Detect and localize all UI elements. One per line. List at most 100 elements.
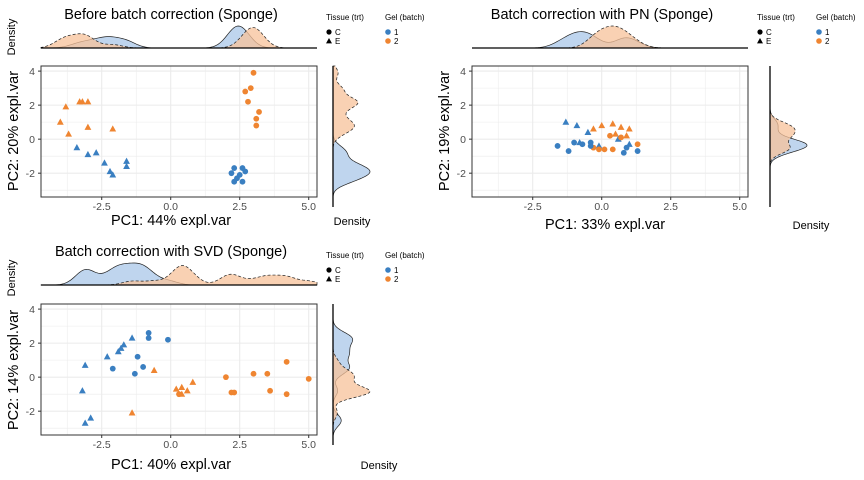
legend-gel-dot-icon [816, 29, 822, 35]
chart-title: Before batch correction (Sponge) [64, 7, 278, 23]
legend-gel-dot-icon [385, 29, 391, 35]
top-density-batch-2 [472, 25, 748, 49]
legend-circle-icon [757, 29, 763, 35]
top-density-batch-2 [40, 27, 317, 49]
data-point-5 [609, 120, 617, 127]
data-point-25 [242, 168, 249, 175]
data-point-29 [239, 178, 246, 185]
data-point-2 [79, 98, 86, 105]
legend-tissue-C: C [335, 266, 341, 275]
data-point-5 [84, 123, 92, 130]
y-axis-label: PC2: 19% expl.var [437, 71, 453, 191]
data-point-30 [231, 178, 238, 185]
y-tick-label: 2 [460, 100, 466, 112]
data-point-16 [250, 69, 257, 76]
legend-gel-1: 1 [394, 28, 399, 37]
legend-2: Tissue (trt) CE Gel (batch) 12 [326, 251, 425, 284]
panel-1: Batch correction with PN (Sponge) -2.5 0.0… [437, 7, 830, 233]
data-point-10 [92, 149, 100, 156]
data-point-27 [623, 144, 630, 151]
data-point-9 [84, 150, 92, 158]
panel-2: Batch correction with SVD (Sponge) -2.5 0.… [6, 244, 398, 473]
data-point-11 [109, 365, 116, 372]
plot-border [40, 65, 318, 198]
legend-tissue-title: Tissue (trt) [326, 13, 364, 22]
y-axis-label: PC2: 20% expl.var [6, 71, 22, 191]
legend-gel-dot-icon [385, 38, 391, 44]
chart-title: Batch correction with SVD (Sponge) [55, 244, 287, 260]
y-tick-label: 2 [29, 338, 35, 350]
data-point-10 [140, 364, 147, 370]
data-point-22 [183, 387, 191, 394]
data-point-7 [65, 130, 72, 137]
legend-gel-dot-icon [385, 267, 391, 273]
plot-background [41, 304, 317, 435]
x-tick-label: -2.5 [93, 201, 111, 213]
data-point-20 [256, 109, 262, 115]
data-point-17 [609, 146, 616, 153]
data-point-22 [253, 122, 260, 129]
data-point-3 [62, 103, 70, 110]
legend-gel-dot-icon [385, 276, 391, 282]
y-tick-label: 4 [460, 66, 466, 78]
data-point-3 [128, 334, 136, 341]
legend-gel-title: Gel (batch) [385, 13, 425, 22]
data-point-4 [56, 118, 64, 125]
legend-gel-2: 2 [394, 275, 399, 284]
right-density-label: Density [793, 220, 830, 232]
y-tick-label: -2 [26, 406, 35, 418]
data-point-16 [81, 419, 89, 426]
legend-gel-2: 2 [825, 37, 830, 46]
y-tick-label: -2 [26, 168, 35, 180]
data-point-26 [231, 389, 238, 396]
data-point-1 [573, 121, 581, 129]
data-point-6 [114, 348, 122, 355]
y-tick-label: 0 [460, 134, 466, 146]
data-point-2 [165, 336, 171, 343]
data-point-8 [623, 132, 630, 139]
data-point-11 [101, 159, 108, 166]
right-density-label: Density [334, 216, 371, 228]
x-tick-label: -2.5 [524, 201, 542, 213]
legend-tissue-E: E [335, 275, 340, 284]
x-tick-label: 2.5 [663, 201, 678, 213]
legend-gel-title: Gel (batch) [816, 13, 856, 22]
legend-gel-1: 1 [825, 28, 830, 37]
data-point-14 [123, 157, 130, 164]
data-point-9 [134, 353, 141, 360]
data-point-9 [625, 125, 633, 132]
data-point-18 [601, 146, 608, 153]
legend-gel-1: 1 [394, 266, 399, 275]
x-tick-label: 2.5 [232, 201, 247, 213]
x-axis-label: PC1: 40% expl.var [111, 457, 231, 473]
legend-tissue-E: E [335, 37, 340, 46]
data-point-17 [247, 85, 254, 92]
data-point-0 [562, 118, 570, 125]
x-axis-label: PC1: 33% expl.var [545, 217, 665, 233]
data-point-6 [617, 123, 625, 130]
legend-gel-title: Gel (batch) [385, 251, 425, 260]
x-tick-label: 5.0 [301, 201, 316, 213]
data-point-3 [590, 125, 597, 132]
data-point-23 [571, 139, 578, 146]
data-point-14 [607, 132, 613, 139]
y-tick-label: 2 [29, 100, 35, 112]
data-point-0 [145, 330, 152, 336]
data-point-25 [554, 143, 561, 149]
data-point-30 [267, 387, 273, 394]
legend-tissue-title: Tissue (trt) [757, 13, 795, 22]
data-point-19 [245, 98, 251, 105]
data-point-19 [178, 383, 186, 390]
x-tick-label: -2.5 [93, 439, 111, 451]
data-point-7 [612, 130, 619, 137]
legend-tissue-E: E [766, 37, 771, 46]
data-point-1 [145, 335, 152, 341]
right-density-batch-2 [769, 66, 796, 197]
legend-gel-2: 2 [394, 37, 399, 46]
data-point-13 [150, 366, 158, 373]
x-tick-label: 0.0 [163, 201, 178, 213]
data-point-6 [109, 125, 117, 132]
top-density-label: Density [6, 259, 18, 296]
data-point-2 [584, 128, 592, 135]
x-tick-label: 2.5 [232, 439, 247, 451]
